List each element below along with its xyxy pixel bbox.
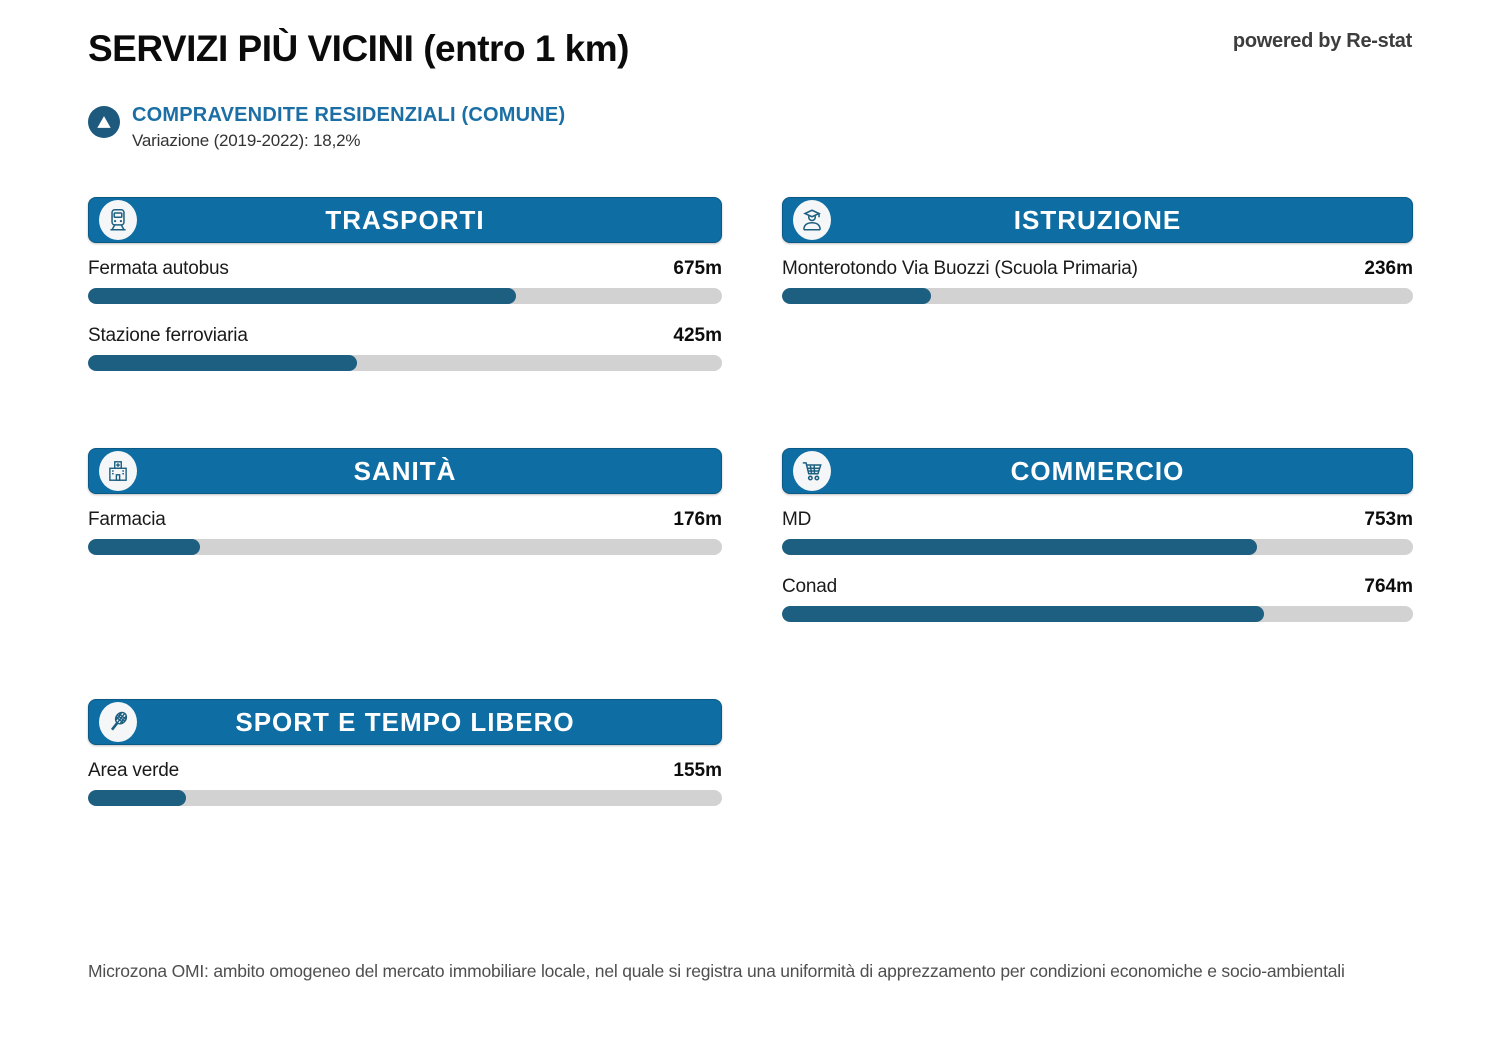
racket-icon [99, 702, 137, 742]
service-distance: 155m [673, 760, 722, 781]
card-title: ISTRUZIONE [1013, 204, 1182, 235]
service-distance: 176m [673, 509, 722, 530]
graduate-icon [793, 200, 831, 240]
card-header-trasporti: TRASPORTI [88, 197, 722, 243]
service-label: Fermata autobus [88, 258, 229, 279]
market-subtitle: COMPRAVENDITE RESIDENZIALI (COMUNE) Vari… [88, 104, 565, 151]
card-header-istruzione: ISTRUZIONE [782, 197, 1413, 243]
hospital-icon [99, 451, 137, 491]
train-icon [99, 200, 137, 240]
distance-bar-fill [88, 790, 187, 806]
service-distance: 753m [1364, 509, 1413, 530]
service-row: Farmacia 176m [88, 509, 722, 555]
service-row: Area verde 155m [88, 760, 722, 806]
microzona-note: Microzona OMI: ambito omogeneo del merca… [88, 961, 1345, 981]
distance-bar-fill [88, 539, 200, 555]
card-title: COMMERCIO [1010, 455, 1185, 486]
service-label: Stazione ferroviaria [88, 325, 248, 346]
powered-by-label: powered by Re-stat [1232, 30, 1412, 52]
service-distance: 675m [673, 258, 722, 279]
service-distance: 425m [673, 325, 722, 346]
service-distance: 236m [1364, 258, 1413, 279]
card-title: SPORT E TEMPO LIBERO [235, 706, 575, 737]
trend-up-icon [88, 106, 120, 138]
card-title: SANITÀ [353, 455, 457, 486]
distance-bar-track [782, 606, 1413, 622]
distance-bar-track [88, 355, 722, 371]
service-row: Fermata autobus 675m [88, 258, 722, 304]
service-label: Monterotondo Via Buozzi (Scuola Primaria… [782, 258, 1138, 279]
service-label: Area verde [88, 760, 179, 781]
subtitle-variation: Variazione (2019-2022): 18,2% [132, 131, 361, 150]
card-title: TRASPORTI [325, 204, 485, 235]
service-distance: 764m [1364, 576, 1413, 597]
distance-bar-track [88, 790, 722, 806]
subtitle-label: COMPRAVENDITE RESIDENZIALI (COMUNE) [132, 104, 566, 126]
distance-bar-track [782, 288, 1413, 304]
page-title: SERVIZI PIÙ VICINI (entro 1 km) [88, 28, 629, 69]
card-sanita: SANITÀ Farmacia 176m [88, 448, 722, 555]
distance-bar-fill [782, 539, 1258, 555]
card-commercio: COMMERCIO MD 753m Conad 764m [782, 448, 1413, 622]
cart-icon [793, 451, 831, 491]
distance-bar-fill [88, 355, 358, 371]
card-istruzione: ISTRUZIONE Monterotondo Via Buozzi (Scuo… [782, 197, 1413, 304]
service-label: Farmacia [88, 509, 166, 530]
distance-bar-track [88, 539, 722, 555]
service-label: MD [782, 509, 812, 530]
card-header-sport: SPORT E TEMPO LIBERO [88, 699, 722, 745]
card-header-sanita: SANITÀ [88, 448, 722, 494]
service-row: Conad 764m [782, 576, 1413, 622]
distance-bar-track [88, 288, 722, 304]
service-row: MD 753m [782, 509, 1413, 555]
distance-bar-fill [782, 606, 1265, 622]
card-sport: SPORT E TEMPO LIBERO Area verde 155m [88, 699, 722, 806]
distance-bar-fill [88, 288, 516, 304]
card-header-commercio: COMMERCIO [782, 448, 1413, 494]
distance-bar-fill [782, 288, 931, 304]
service-row: Stazione ferroviaria 425m [88, 325, 722, 371]
card-trasporti: TRASPORTI Fermata autobus 675m Stazione … [88, 197, 722, 371]
distance-bar-track [782, 539, 1413, 555]
service-row: Monterotondo Via Buozzi (Scuola Primaria… [782, 258, 1413, 304]
service-label: Conad [782, 576, 837, 597]
